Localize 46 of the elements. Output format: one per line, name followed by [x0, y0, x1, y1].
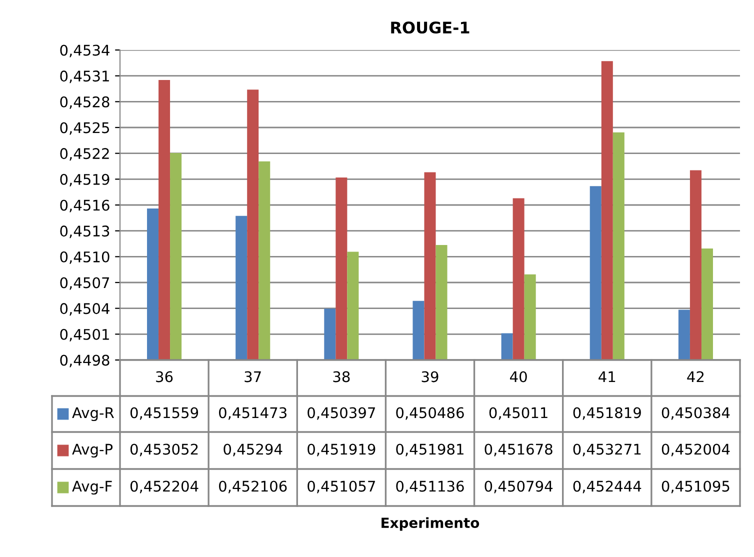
- data-label: 0,451473: [219, 407, 286, 420]
- data-label: 0,452004: [662, 444, 730, 456]
- x-tick-label: 41: [598, 371, 616, 382]
- data-label: 0,450397: [308, 407, 375, 420]
- y-tick-label: 0,4534: [60, 44, 110, 58]
- y-tick-label: 0,4507: [60, 277, 110, 290]
- data-label: 0,452106: [219, 480, 287, 494]
- x-tick-label: 37: [244, 371, 261, 382]
- data-label: 0,451678: [484, 444, 552, 456]
- y-tick-label: 0,4525: [60, 122, 110, 135]
- data-label: 0,452204: [130, 480, 198, 494]
- x-tick-label: 36: [156, 371, 173, 382]
- y-tick-label: 0,4531: [60, 70, 109, 84]
- y-tick-label: 0,4519: [60, 174, 110, 186]
- data-label: 0,453271: [573, 444, 641, 456]
- y-tick-label: 0,4501: [60, 328, 109, 342]
- y-tick-label: 0,4510: [60, 251, 110, 264]
- text: Experimento: [382, 517, 480, 531]
- chart-title: ROUGE-1: [391, 21, 470, 34]
- y-tick-label: 0,4504: [60, 303, 110, 316]
- x-tick-label: 38: [333, 371, 350, 382]
- data-label: 0,451559: [130, 407, 198, 420]
- x-tick-label: 40: [510, 371, 527, 382]
- data-label: 0,451057: [308, 480, 375, 494]
- y-tick-label: 0,4516: [60, 200, 110, 212]
- data-label: 0,450384: [662, 407, 730, 420]
- legend-label: Avg-R: [72, 407, 114, 422]
- legend-label: Avg-F: [72, 480, 112, 495]
- data-label: 0,451981: [396, 444, 464, 456]
- data-label: 0,451819: [573, 407, 641, 420]
- y-tick-label: 0,4528: [60, 96, 110, 109]
- data-label: 0,451136: [396, 480, 464, 494]
- y-tick-label: 0,4498: [60, 354, 110, 368]
- data-label: 0,450794: [484, 480, 553, 494]
- data-label: 0,45294: [224, 444, 282, 456]
- data-label: 0,452444: [573, 480, 642, 494]
- y-tick-label: 0,4513: [60, 226, 110, 238]
- data-label: 0,450486: [396, 407, 464, 420]
- data-label: 0,451095: [662, 480, 730, 494]
- data-label: 0,451919: [308, 444, 376, 456]
- y-tick-label: 0,4522: [60, 148, 109, 161]
- legend-label: Avg-P: [72, 444, 113, 458]
- x-tick-label: 42: [687, 371, 704, 382]
- x-tick-label: 39: [422, 371, 438, 382]
- data-label: 0,45011: [489, 407, 548, 420]
- data-label: 0,453052: [130, 444, 198, 456]
